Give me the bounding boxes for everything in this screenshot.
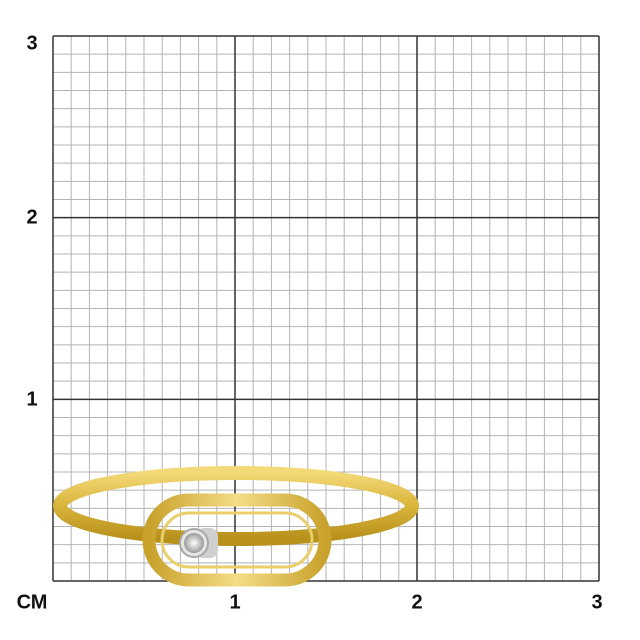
- y-label-3: 3: [26, 32, 38, 55]
- x-label-2: 2: [411, 591, 423, 614]
- ring-link: [142, 493, 332, 587]
- x-label-1: 1: [229, 591, 241, 614]
- ring-image: [53, 466, 419, 587]
- y-label-1: 1: [26, 388, 38, 411]
- x-label-3: 3: [591, 591, 603, 614]
- unit-label: СМ: [16, 591, 48, 614]
- y-label-2: 2: [26, 206, 38, 229]
- ring-band: [53, 466, 419, 546]
